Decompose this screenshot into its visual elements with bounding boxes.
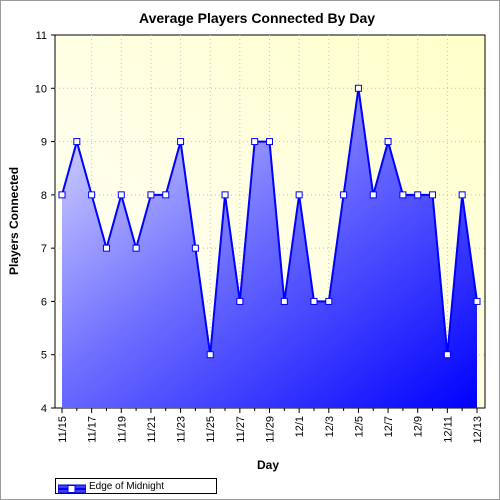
data-point <box>473 297 481 305</box>
x-tick-label: 12/9 <box>413 416 425 437</box>
x-axis-title: Day <box>257 458 279 472</box>
y-tick-label: 5 <box>41 350 47 362</box>
data-point <box>354 84 362 92</box>
points-layer <box>58 84 481 359</box>
y-tick-label: 10 <box>35 83 47 95</box>
data-point <box>88 191 96 199</box>
data-point <box>443 351 451 359</box>
data-point <box>295 191 303 199</box>
x-tick-label: 11/21 <box>146 416 158 443</box>
x-tick-label: 11/27 <box>235 416 247 443</box>
data-point <box>177 138 185 146</box>
data-point <box>73 138 81 146</box>
data-point <box>414 191 422 199</box>
data-point <box>280 297 288 305</box>
data-point <box>310 297 318 305</box>
x-tick-label: 12/3 <box>324 416 336 437</box>
axis-layer: 4 5 6 7 8 9 10 11 11/15 11/17 11/19 11/21 11/23 11/25… <box>35 30 484 444</box>
x-tick-label: 11/17 <box>87 416 99 443</box>
x-tick-label: 12/13 <box>472 416 484 444</box>
y-tick-label: 7 <box>41 243 47 255</box>
x-tick-label: 12/7 <box>383 416 395 437</box>
data-point <box>147 191 155 199</box>
data-point <box>102 244 110 252</box>
data-point <box>221 191 229 199</box>
data-point <box>236 297 244 305</box>
legend-label: Edge of Midnight <box>89 480 165 492</box>
y-axis-title: Players Connected <box>7 167 21 275</box>
y-tick-label: 11 <box>36 30 47 42</box>
data-point <box>325 297 333 305</box>
legend-swatch-icon <box>57 481 87 494</box>
y-tick-label: 8 <box>41 190 47 202</box>
data-point <box>369 191 377 199</box>
data-point <box>132 244 140 252</box>
data-point <box>206 351 214 359</box>
data-point <box>340 191 348 199</box>
y-tick-label: 6 <box>41 296 47 308</box>
series-area-fill <box>62 88 477 409</box>
y-tick-label: 4 <box>41 403 47 415</box>
x-tick-label: 11/25 <box>205 416 217 443</box>
x-tick-label: 12/5 <box>353 416 365 437</box>
data-point <box>399 191 407 199</box>
data-point <box>458 191 466 199</box>
data-point <box>117 191 125 199</box>
data-point <box>266 138 273 146</box>
data-point <box>58 191 66 199</box>
data-point <box>162 191 170 199</box>
data-point <box>384 138 392 146</box>
x-tick-label: 11/15 <box>57 416 69 443</box>
x-tick-label: 11/29 <box>265 416 277 443</box>
y-tick-label: 9 <box>41 137 47 149</box>
chart-title: Average Players Connected By Day <box>139 10 375 26</box>
x-tick-label: 11/19 <box>116 416 128 443</box>
data-point <box>191 244 199 252</box>
data-point <box>429 191 437 199</box>
x-tick-label: 12/1 <box>294 416 306 437</box>
data-point <box>251 138 259 146</box>
x-tick-label: 11/23 <box>176 416 188 443</box>
x-tick-label: 12/11 <box>442 416 454 443</box>
legend: Edge of Midnight <box>55 478 217 494</box>
